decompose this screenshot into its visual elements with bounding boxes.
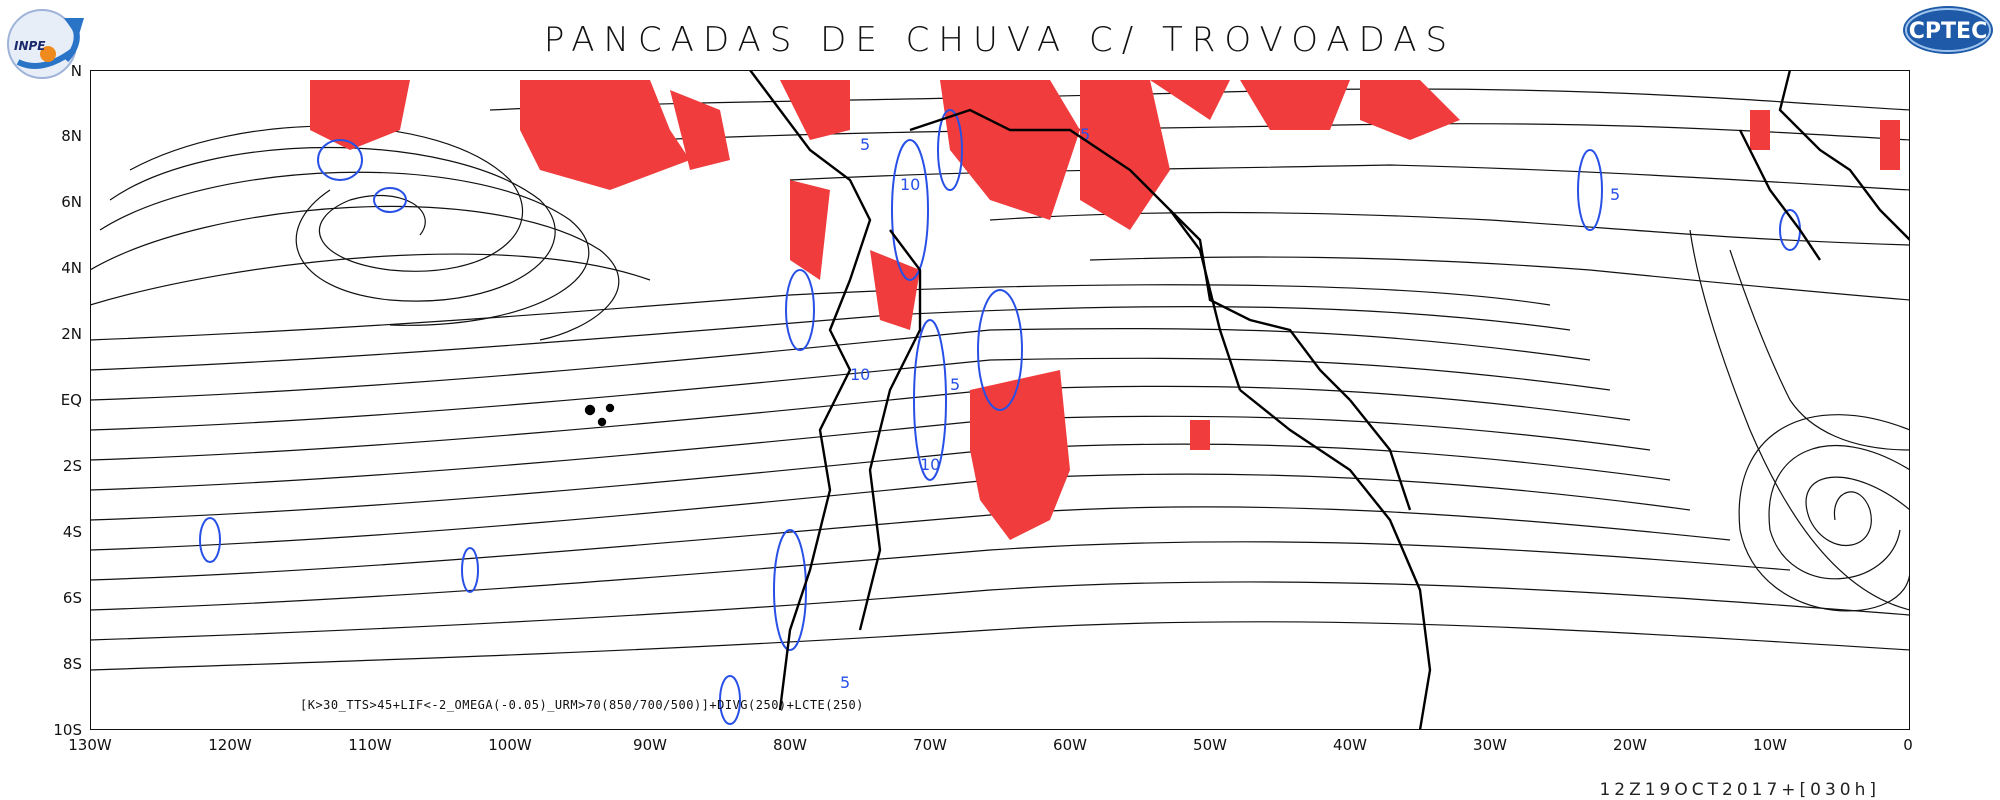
lat-label: 6S	[63, 589, 82, 607]
inpe-logo-icon: INPE	[7, 9, 84, 79]
svg-text:CPTEC: CPTEC	[1909, 19, 1987, 44]
coastlines	[584, 70, 1910, 730]
lon-label: 10W	[1753, 736, 1787, 754]
lat-label: 6N	[61, 193, 82, 211]
lat-label: 2N	[61, 325, 82, 343]
contour-label: 5	[860, 135, 870, 154]
lat-label: 8S	[63, 655, 82, 673]
lon-label: 40W	[1333, 736, 1367, 754]
lon-label: 20W	[1613, 736, 1647, 754]
formula-text: [K>30_TTS>45+LIF<-2_OMEGA(-0.05)_URM>70(…	[300, 698, 864, 712]
lat-label: EQ	[61, 391, 82, 409]
lon-label: 60W	[1053, 736, 1087, 754]
lon-label: 0	[1903, 736, 1913, 754]
map-panel: 5 10 5 10 5 5 10 5	[90, 70, 1910, 730]
lat-label: 8N	[61, 127, 82, 145]
lat-label: 10S	[53, 721, 82, 739]
contour-label: 5	[840, 673, 850, 692]
contour-label: 5	[1080, 125, 1090, 144]
contour-label: 5	[950, 375, 960, 394]
instability-contours	[199, 109, 1801, 725]
lon-label: 130W	[68, 736, 112, 754]
lon-label: 120W	[208, 736, 252, 754]
contour-label: 10	[920, 455, 940, 474]
lat-label: 2S	[63, 457, 82, 475]
storm-regions	[310, 80, 1900, 540]
lat-label: 4N	[61, 259, 82, 277]
lon-label: 30W	[1473, 736, 1507, 754]
lon-label: 100W	[488, 736, 532, 754]
lon-label: 50W	[1193, 736, 1227, 754]
forecast-datetime: 12Z19OCT2017+[030h]	[1599, 780, 1880, 800]
contour-label: 10	[900, 175, 920, 194]
lon-label: 80W	[773, 736, 807, 754]
contour-label: 5	[1610, 185, 1620, 204]
lon-label: 90W	[633, 736, 667, 754]
lon-label: 70W	[913, 736, 947, 754]
svg-text:INPE: INPE	[14, 39, 46, 53]
map-title: PANCADAS DE CHUVA C/ TROVOADAS	[543, 20, 1457, 60]
lat-label: N	[71, 62, 82, 80]
lon-label: 110W	[348, 736, 392, 754]
cptec-logo-icon: CPTEC	[1903, 6, 1993, 54]
contour-label: 10	[850, 365, 870, 384]
lat-label: 4S	[63, 523, 82, 541]
